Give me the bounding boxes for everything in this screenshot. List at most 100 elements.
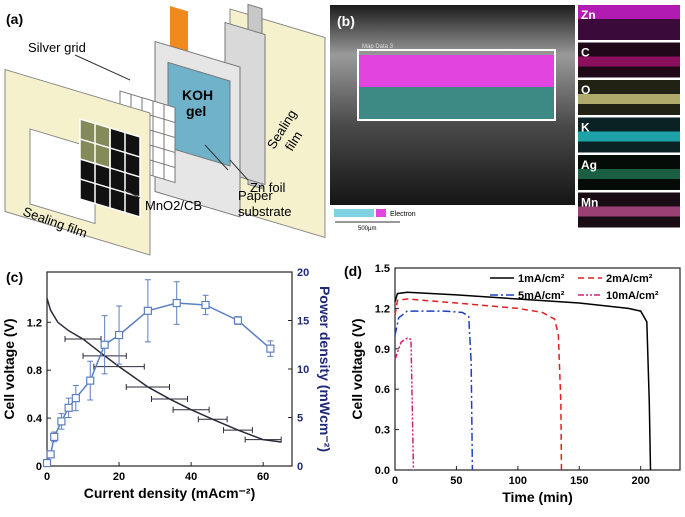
- y-axis-label: Cell voltage (V): [349, 318, 365, 419]
- series-line: [394, 298, 563, 471]
- legend-label: 2mA/cm²: [606, 273, 653, 285]
- marker: [42, 458, 52, 468]
- x-error-bar: [244, 436, 282, 443]
- x-tick-label: 100: [509, 475, 527, 487]
- series-line: [394, 310, 474, 471]
- element-label: O: [581, 83, 590, 97]
- marker: [114, 330, 124, 340]
- marker: [57, 417, 66, 426]
- map-title: Map Data 3: [362, 44, 394, 50]
- label: Silver grid: [28, 40, 86, 55]
- y2-tick-label: 15: [297, 316, 309, 328]
- marker: [86, 376, 95, 385]
- y-tick-label: 0.6: [375, 384, 390, 396]
- label: KOH: [182, 87, 213, 103]
- x-tick-label: 50: [450, 475, 462, 487]
- element-maps: Zn C O K Ag Mn: [578, 5, 680, 228]
- element-label: Mn: [581, 196, 598, 210]
- panel-label: (c): [6, 269, 23, 285]
- y2-tick-label: 0: [297, 461, 303, 473]
- panel-b: Map Data 3 Electron 500µm (b) Zn C O K Ag Mn: [330, 5, 680, 232]
- element-signal: [578, 206, 680, 217]
- x-error-bar: [150, 395, 189, 402]
- element-label: Zn: [581, 8, 596, 22]
- panel-label: (d): [344, 263, 362, 279]
- y-tick-label: 0: [36, 461, 42, 473]
- y2-axis-label: Power density (mWcm⁻²): [317, 286, 333, 452]
- label: substrate: [238, 204, 291, 219]
- scale-text: 500µm: [358, 226, 376, 232]
- zn-layer: [358, 55, 555, 87]
- x-tick-label: 150: [570, 475, 588, 487]
- label: MnO2/CB: [145, 198, 202, 213]
- x-error-bar: [93, 363, 145, 370]
- element-signal: [578, 131, 680, 142]
- marker: [50, 432, 59, 441]
- panel-a: (a) Silver grid KOH gel Sealing film Zn …: [4, 3, 326, 256]
- series-line: [46, 302, 271, 464]
- y-tick-label: 1.2: [27, 317, 42, 329]
- element-signal: [578, 56, 680, 67]
- legend-text: Electron: [390, 211, 416, 218]
- element-signal: [578, 169, 680, 179]
- x-error-bar: [172, 406, 210, 413]
- y-tick-label: 0.3: [375, 425, 390, 437]
- label: gel: [186, 103, 206, 119]
- y-tick-label: 0.4: [27, 413, 43, 425]
- series-line: [46, 298, 282, 443]
- y2-tick-label: 5: [297, 413, 303, 425]
- series-line: [394, 337, 415, 471]
- element-signal: [578, 94, 680, 104]
- marker: [143, 306, 152, 315]
- x-tick-label: 40: [185, 471, 197, 483]
- x-tick-label: 0: [392, 475, 398, 487]
- marker: [100, 340, 109, 349]
- marker: [201, 300, 210, 310]
- y-axis-label: Cell voltage (V): [1, 318, 17, 419]
- label: Zn foil: [250, 180, 286, 195]
- plot-frame: [394, 267, 681, 471]
- legend-label: 5mA/cm²: [518, 290, 565, 302]
- legend-label: 10mA/cm²: [606, 290, 659, 302]
- y2-tick-label: 10: [297, 364, 309, 376]
- panel-label: (a): [6, 11, 23, 27]
- cathode-layer: [358, 87, 555, 120]
- element-label: C: [581, 46, 590, 60]
- x-tick-label: 0: [44, 471, 50, 483]
- x-error-bar: [125, 383, 170, 390]
- pointer: [74, 54, 131, 81]
- pointer: [204, 144, 229, 171]
- marker: [46, 450, 55, 459]
- y-tick-label: 1.2: [375, 303, 390, 315]
- x-tick-label: 20: [113, 471, 125, 483]
- x-axis-label: Time (min): [502, 489, 573, 505]
- legend-swatch: [334, 209, 374, 217]
- y-tick-label: 0.8: [27, 365, 42, 377]
- marker: [64, 403, 73, 412]
- x-tick-label: 200: [632, 475, 650, 487]
- element-signal: [578, 5, 680, 19]
- y-tick-label: 0.9: [375, 344, 390, 356]
- mno2-cb-grid: [79, 118, 141, 218]
- marker: [172, 298, 181, 308]
- x-axis-label: Current density (mAcm⁻²): [84, 485, 256, 501]
- label: Paper: [238, 188, 273, 203]
- y2-tick-label: 20: [297, 267, 309, 279]
- x-error-bar: [197, 416, 228, 423]
- marker: [233, 316, 243, 325]
- element-label: Ag: [581, 158, 597, 172]
- marker: [71, 394, 80, 403]
- legend-swatch: [376, 209, 386, 217]
- marker: [266, 344, 275, 353]
- x-error-bar: [64, 336, 102, 343]
- series-line: [394, 291, 652, 471]
- element-label: K: [581, 121, 590, 135]
- map-frame: [357, 49, 556, 121]
- panel-label: (b): [337, 13, 355, 29]
- y-tick-label: 0.0: [375, 465, 390, 477]
- x-tick-label: 60: [257, 471, 269, 483]
- pointer: [229, 159, 249, 181]
- y-tick-label: 1.5: [375, 263, 390, 275]
